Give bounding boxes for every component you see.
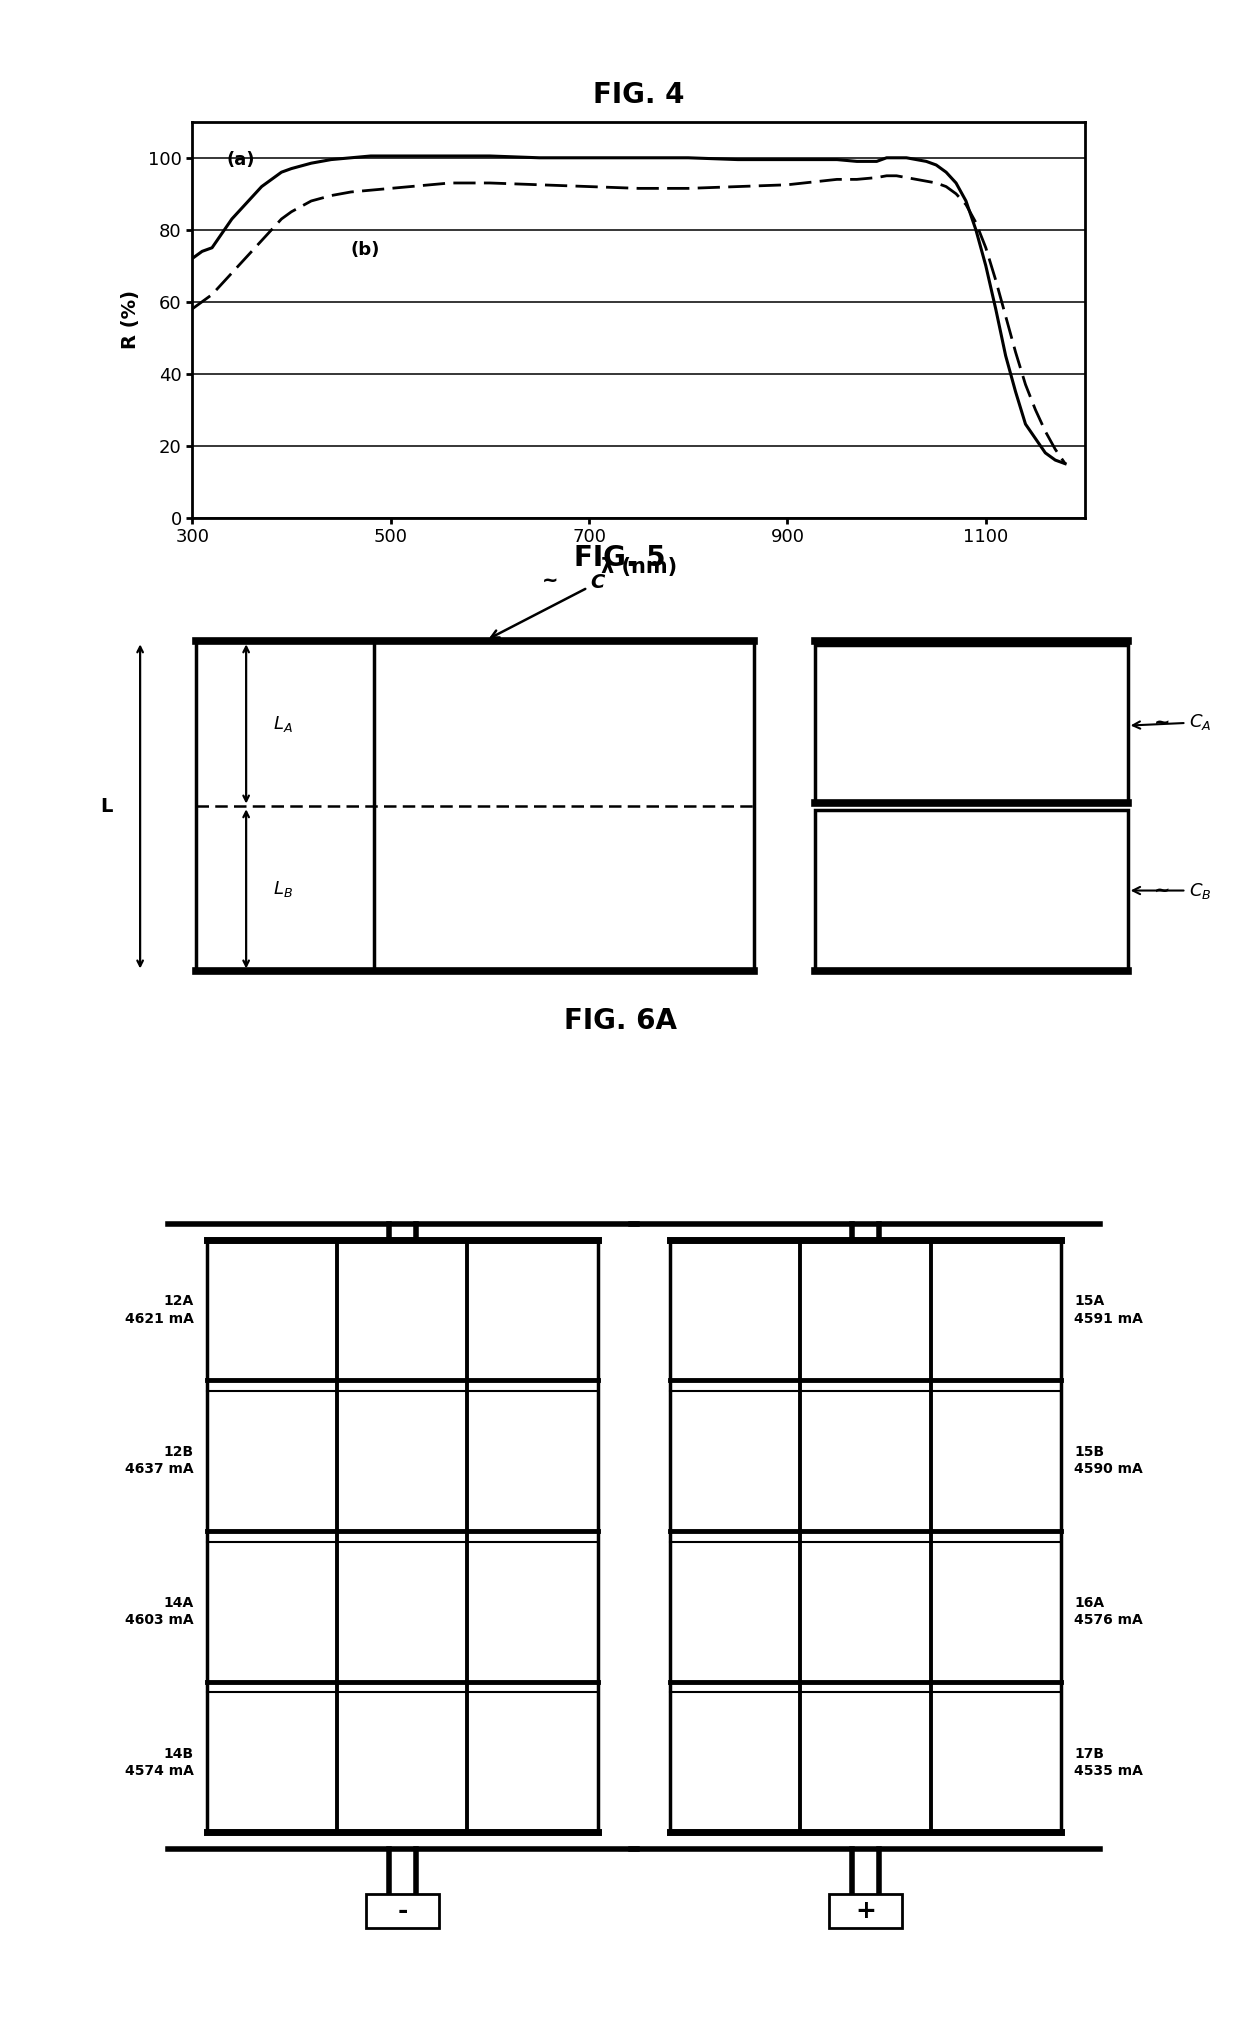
Text: FIG. 5: FIG. 5 — [574, 544, 666, 572]
Text: 12B
4637 mA: 12B 4637 mA — [125, 1445, 193, 1476]
Bar — [207, 1240, 598, 1833]
Text: $C_A$: $C_A$ — [1133, 713, 1211, 733]
Y-axis label: R (%): R (%) — [120, 290, 140, 349]
Text: L: L — [100, 798, 113, 816]
Text: +: + — [856, 1900, 875, 1922]
Text: 14B
4574 mA: 14B 4574 mA — [125, 1748, 193, 1778]
Bar — [816, 646, 1128, 804]
Text: ~: ~ — [1153, 713, 1171, 731]
Text: FIG. 4: FIG. 4 — [593, 81, 684, 110]
Bar — [830, 1894, 901, 1928]
Text: 17B
4535 mA: 17B 4535 mA — [1074, 1748, 1143, 1778]
X-axis label: λ (nm): λ (nm) — [600, 556, 677, 577]
Text: 14A
4603 mA: 14A 4603 mA — [125, 1596, 193, 1628]
Text: ~: ~ — [1153, 881, 1171, 899]
Text: ~: ~ — [542, 570, 559, 591]
Text: 15A
4591 mA: 15A 4591 mA — [1074, 1295, 1143, 1326]
Text: 16A
4576 mA: 16A 4576 mA — [1074, 1596, 1143, 1628]
Text: (b): (b) — [351, 240, 381, 258]
Text: $L_A$: $L_A$ — [273, 715, 293, 735]
Text: (a): (a) — [227, 150, 255, 168]
Text: -: - — [397, 1900, 408, 1922]
Bar — [366, 1894, 439, 1928]
Text: 15B
4590 mA: 15B 4590 mA — [1074, 1445, 1143, 1476]
Bar — [816, 810, 1128, 972]
Bar — [196, 641, 754, 972]
Text: $C_B$: $C_B$ — [1133, 881, 1211, 901]
Text: 12A
4621 mA: 12A 4621 mA — [125, 1295, 193, 1326]
Text: $L_B$: $L_B$ — [273, 879, 293, 899]
Text: FIG. 6A: FIG. 6A — [563, 1007, 677, 1035]
Bar — [670, 1240, 1060, 1833]
Text: C: C — [491, 572, 605, 637]
